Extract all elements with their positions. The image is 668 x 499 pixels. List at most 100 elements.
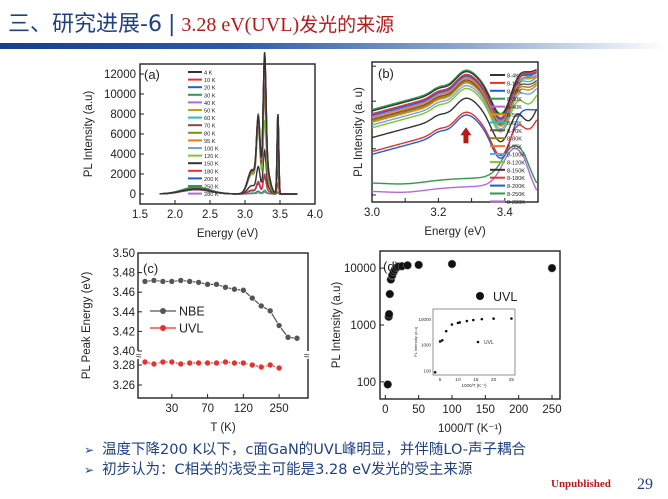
series-line <box>372 144 538 185</box>
inset-legend-marker <box>476 340 480 344</box>
legend-label: 8-70K <box>507 129 522 135</box>
data-point <box>150 277 158 284</box>
legend-label: NBE <box>179 305 205 319</box>
y-tick-label: 0 <box>130 189 136 201</box>
data-point <box>222 283 229 291</box>
plot-frame <box>139 63 316 205</box>
legend-label: 8-40K <box>507 105 522 111</box>
series-line <box>371 97 538 143</box>
axis-break-gap <box>134 351 312 359</box>
legend-label: 8-120K <box>507 160 525 166</box>
inset-data-point <box>492 317 495 320</box>
legend-label: 250 K <box>204 185 219 191</box>
inset-y-tick-label: 10000 <box>418 317 431 322</box>
data-point <box>384 309 394 319</box>
inset-x-tick-label: 20 <box>491 377 497 383</box>
x-tick-label: 250 <box>270 403 289 415</box>
title-main: 三、研究进展-6 <box>8 12 162 37</box>
y-axis-label: PL Intensity (a. u) <box>353 87 365 177</box>
legend-label: 8-80K <box>507 137 522 143</box>
x-tick-label: 3.0 <box>237 209 253 221</box>
data-point <box>195 359 202 367</box>
x-axis-label: 1000/T (K⁻¹) <box>438 423 502 435</box>
data-point <box>266 307 274 315</box>
legend-label: 60 K <box>204 116 216 122</box>
data-point <box>168 358 176 366</box>
data-point <box>257 363 265 371</box>
plot-frame <box>137 252 309 399</box>
series-line <box>159 52 298 195</box>
x-tick-label: 3.2 <box>430 207 446 219</box>
x-tick-label: 200 <box>509 404 528 416</box>
series-line <box>371 70 537 119</box>
panel-label: (c) <box>143 261 158 276</box>
inset-x-tick-label: 10 <box>455 377 461 383</box>
data-point <box>141 358 149 366</box>
data-point <box>414 260 423 270</box>
data-point <box>186 278 194 285</box>
title-sub-latin: 3.28 eV(UVL) <box>181 14 300 36</box>
legend-marker <box>160 325 166 331</box>
data-point <box>168 278 176 285</box>
y-tick-label: 4000 <box>110 149 136 161</box>
data-point <box>403 261 412 270</box>
inset-x-tick-label: 25 <box>509 377 515 383</box>
panel-label: (a) <box>144 67 160 82</box>
chart-a-panel: 1.5 2.0 2.5 3.0 3.5 4.0 0 2000 4000 6000 8000 10000… <box>83 52 323 240</box>
y-tick-label: 3.46 <box>113 287 135 299</box>
legend-label: 8-4K <box>507 74 519 80</box>
inset-data-point <box>433 371 437 374</box>
x-tick-label: 4.0 <box>307 209 323 221</box>
inset-x-axis-label: 1000/T (K⁻¹) <box>461 383 487 388</box>
legend-label: 120 K <box>204 154 219 160</box>
data-point <box>447 259 457 269</box>
data-point <box>231 359 238 367</box>
x-tick-label: 30 <box>165 403 178 415</box>
inset-data-point <box>450 323 454 326</box>
inset-data-point <box>440 339 444 342</box>
y-tick-label: 3.48 <box>113 268 135 280</box>
x-tick-label: 250 <box>542 404 561 416</box>
series-line <box>371 84 538 130</box>
data-point <box>293 334 301 342</box>
legend-label: 8-100K <box>507 153 525 159</box>
data-point <box>177 360 185 368</box>
inset-data-point <box>465 319 469 323</box>
legend-label: 8-250K <box>507 192 525 198</box>
legend-label: 180 K <box>204 169 219 175</box>
axis-break-right-icon: ≈ <box>304 351 310 362</box>
x-tick-label: 1.5 <box>132 209 148 221</box>
data-point <box>159 358 167 366</box>
title-subtitle: 3.28 eV(UVL)发光的来源 <box>181 10 394 37</box>
legend-label: 8-20K <box>507 89 522 95</box>
data-point <box>213 281 220 288</box>
x-axis-label: Energy (eV) <box>197 228 259 240</box>
legend-label: 200 K <box>204 177 219 183</box>
data-point <box>213 359 220 367</box>
y-tick-label: 3.26 <box>113 380 135 392</box>
legend-label: 280 K <box>204 192 219 198</box>
title-sub-cjk: 发光的来源 <box>299 14 395 36</box>
y-tick-label: 3.50 <box>113 248 135 260</box>
legend-marker <box>160 308 166 314</box>
data-point <box>248 294 256 302</box>
x-tick-label: 2.5 <box>202 209 218 221</box>
data-point <box>204 359 211 367</box>
inset-data-point <box>444 329 448 333</box>
legend-marker <box>476 292 484 300</box>
title-separator: | <box>167 12 176 37</box>
inset-data-point <box>471 318 475 322</box>
legend-label: UVL <box>179 322 203 336</box>
legend-label: 8-10K <box>507 81 522 87</box>
data-point <box>240 286 247 294</box>
x-tick-label: 2.0 <box>167 209 183 221</box>
series-line <box>371 87 538 133</box>
inset-y-tick-label: 1000 <box>421 343 432 348</box>
arrow-annotation-icon <box>460 127 472 144</box>
data-point <box>248 361 256 369</box>
y-axis-label: PL Intensity (a.u) <box>83 91 95 178</box>
legend-label: 8-280K <box>507 200 525 206</box>
slide-title: 三、研究进展-6 | 3.28 eV(UVL)发光的来源 <box>8 6 394 38</box>
x-tick-label: 70 <box>201 403 214 415</box>
legend-label: 40 K <box>204 101 216 107</box>
